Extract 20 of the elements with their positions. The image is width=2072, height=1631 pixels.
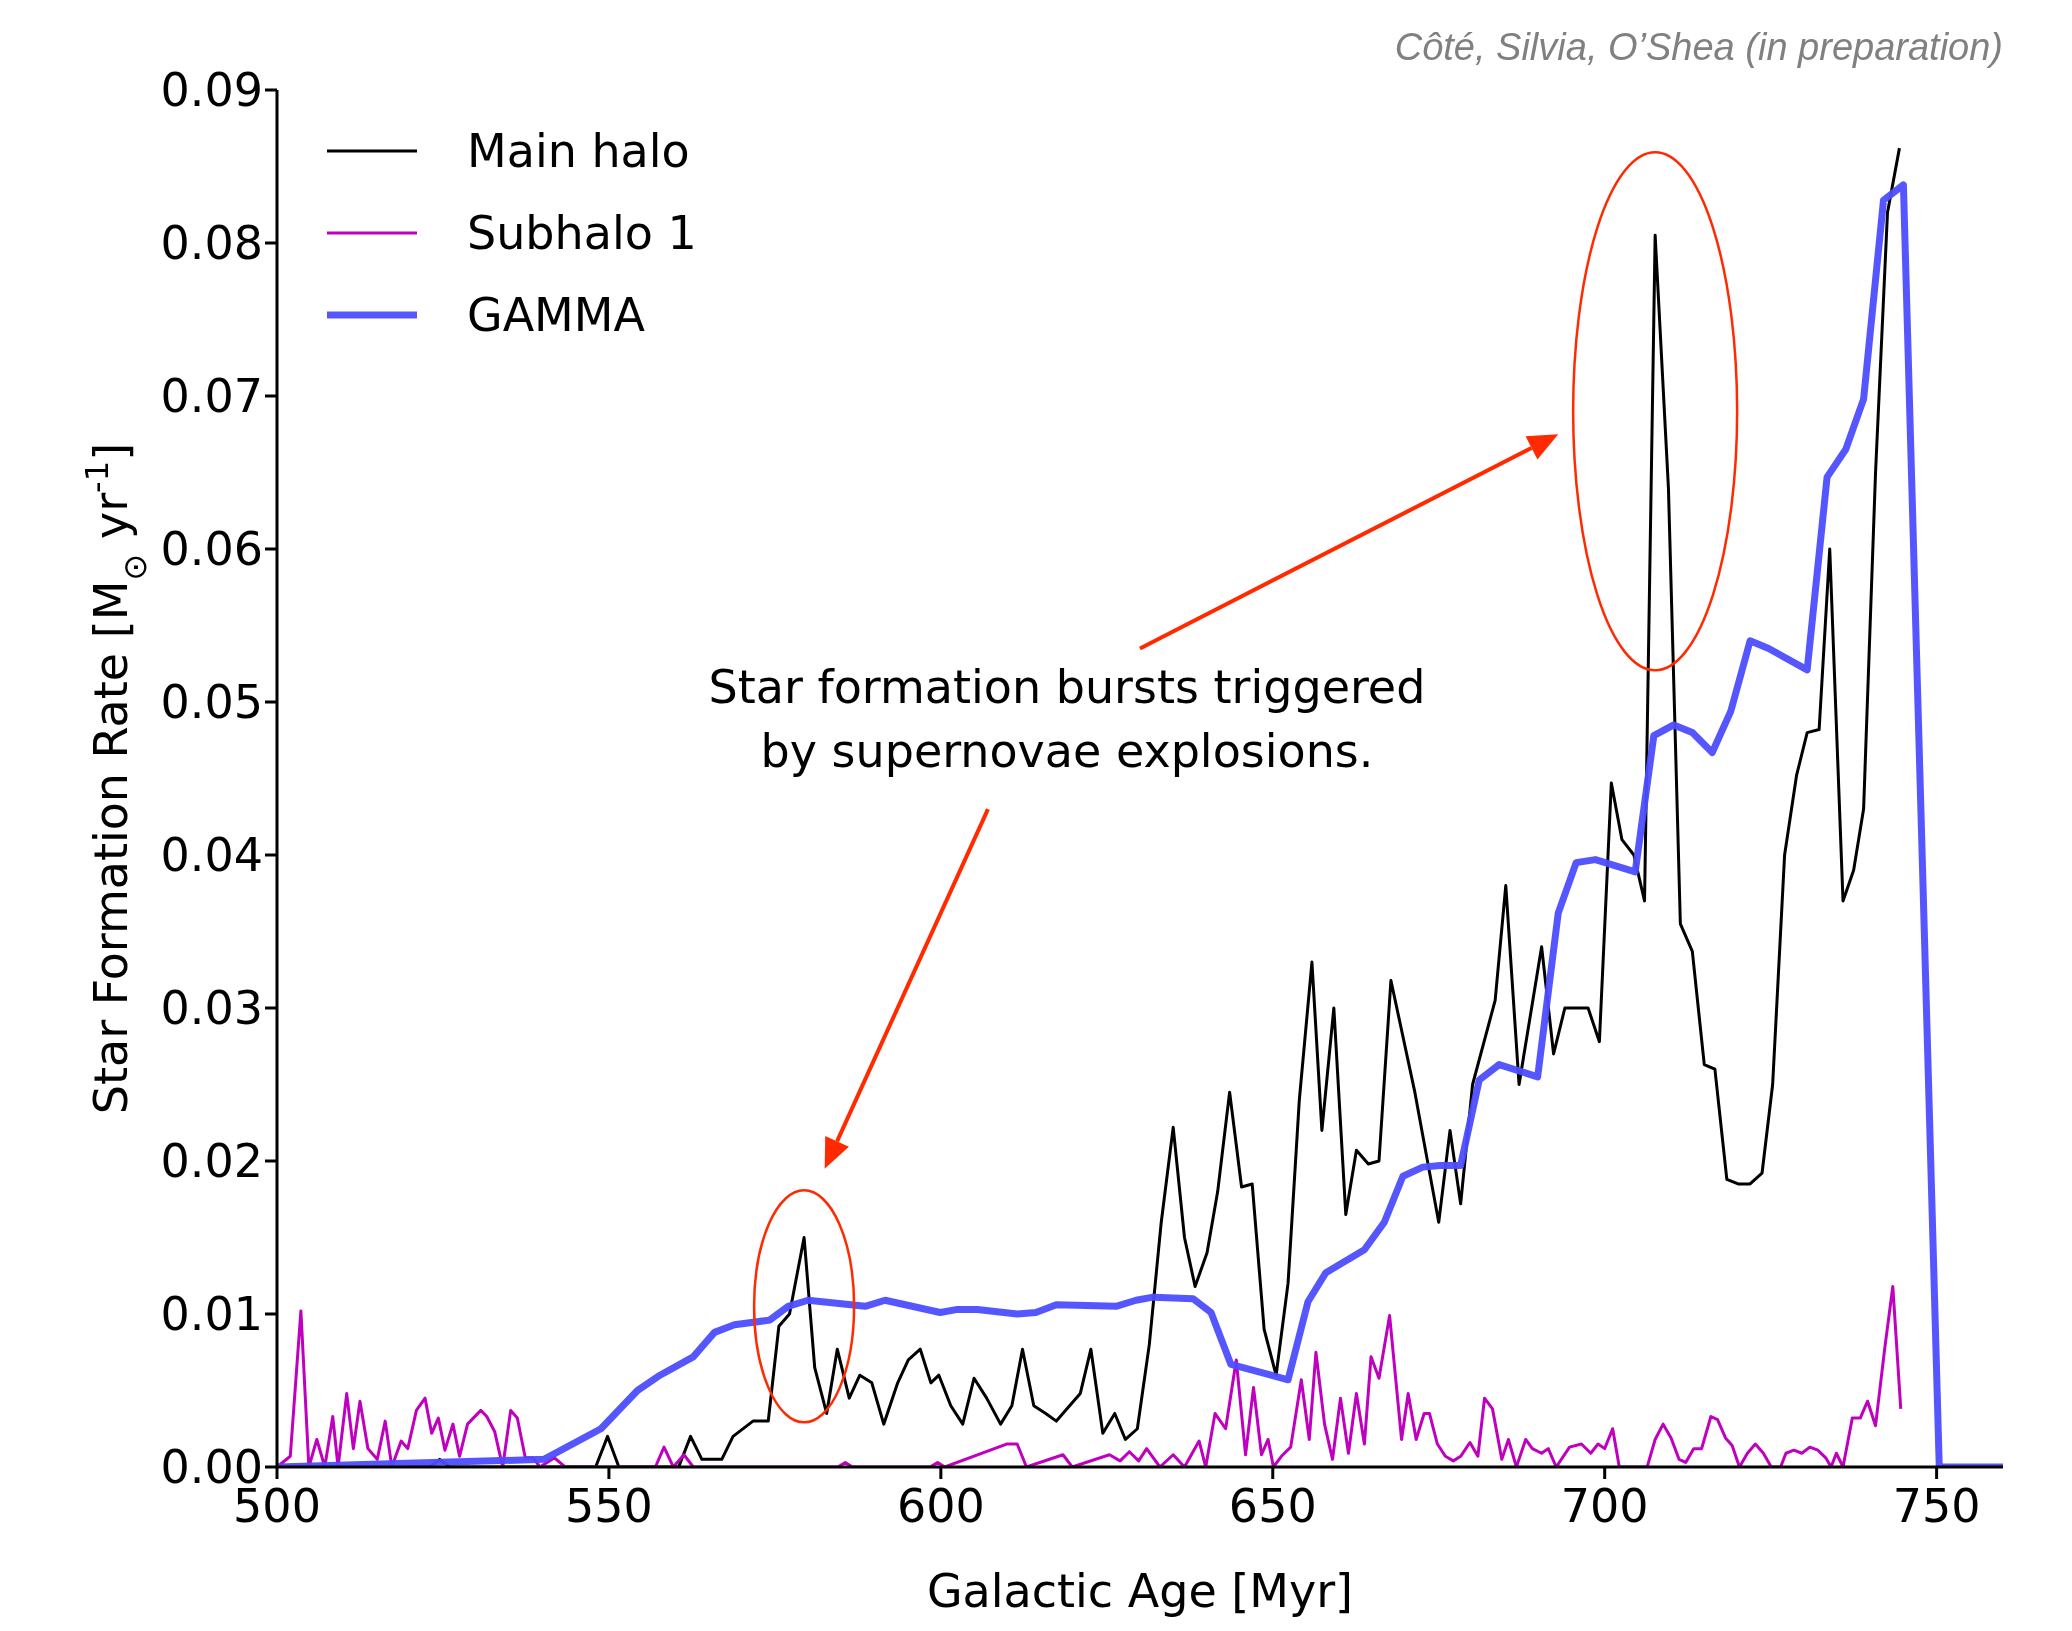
- y-tick-label: 0.02: [160, 1134, 263, 1189]
- y-tick-label: 0.05: [160, 675, 263, 730]
- x-tick-label: 600: [896, 1478, 985, 1533]
- x-tick-label: 750: [1892, 1478, 1981, 1533]
- y-tick-label: 0.03: [160, 981, 263, 1036]
- x-tick-label: 550: [565, 1478, 653, 1533]
- legend-label: Main halo: [467, 124, 690, 178]
- x-tick-label: 700: [1560, 1478, 1649, 1533]
- legend-label: GAMMA: [467, 288, 645, 342]
- y-tick-label: 0.06: [160, 522, 263, 577]
- annotation: Star formation bursts triggered by supernovae explosions.: [707, 658, 1427, 780]
- y-tick-label: 0.01: [160, 1287, 263, 1342]
- y-tick-label: 0.07: [160, 369, 263, 424]
- x-axis-title: Galactic Age [Myr]: [926, 1564, 1354, 1618]
- y-tick-label: 0.04: [160, 828, 263, 883]
- legend-label: Subhalo 1: [467, 206, 697, 260]
- x-tick-label: 650: [1228, 1478, 1317, 1533]
- y-tick-label: 0.08: [160, 216, 263, 271]
- y-tick-label: 0.09: [160, 63, 263, 118]
- text: Côté, Silvia, O’Shea (in preparation): [1394, 26, 2003, 68]
